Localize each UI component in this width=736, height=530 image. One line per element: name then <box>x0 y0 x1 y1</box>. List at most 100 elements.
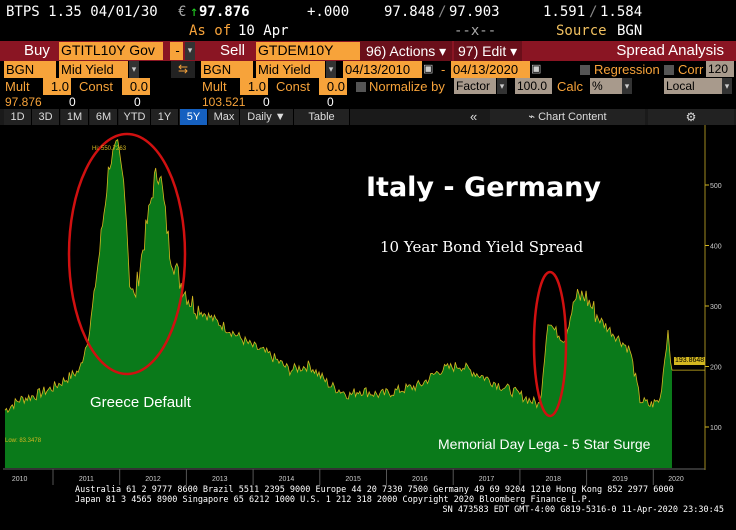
tab-1m[interactable]: 1M <box>61 109 89 125</box>
tab-ytd[interactable]: YTD <box>119 109 151 125</box>
leg2-mult-label: Mult <box>202 79 227 94</box>
leg1-value2: 0 <box>134 95 141 109</box>
y-tick-label: 400 <box>710 244 722 251</box>
x-tick-label: 2011 <box>79 476 94 483</box>
normalize-dropdown[interactable]: ▾ <box>497 78 507 94</box>
leg2-const-input[interactable]: 0.0 <box>319 78 347 95</box>
operator-select[interactable]: - <box>170 42 183 60</box>
corr-window-input[interactable]: 120 <box>706 61 734 77</box>
x-tick-label: 2020 <box>668 476 684 483</box>
tab-5y[interactable]: 5Y <box>180 109 208 125</box>
chart-content-label: Chart Content <box>538 111 607 123</box>
factor-input[interactable]: 100.0 <box>515 78 552 94</box>
leg1-mult-label: Mult <box>5 79 30 94</box>
low-label: Low: 83.3478 <box>5 438 42 444</box>
collapse-button[interactable]: « <box>470 109 478 124</box>
leg2-source[interactable]: BGN <box>201 61 253 78</box>
sell-security-input[interactable]: GTDEM10Y Gov <box>256 42 360 60</box>
currency-dropdown[interactable]: ▾ <box>722 78 732 94</box>
spread-area <box>4 139 672 468</box>
corr-checkbox[interactable] <box>664 65 674 75</box>
normalize-label: Normalize by <box>369 79 445 94</box>
x-tick-label: 2019 <box>612 476 628 483</box>
high-label: Hi: 550.7263 <box>92 146 127 152</box>
tab-max[interactable]: Max <box>209 109 240 125</box>
chart-title: Italy - Germany <box>366 172 601 203</box>
date-dash: - <box>441 62 446 77</box>
tab-3d[interactable]: 3D <box>32 109 60 125</box>
sell-label: Sell <box>220 42 246 59</box>
x-tick-label: 2016 <box>412 476 428 483</box>
y-tick-label: 500 <box>710 183 722 190</box>
calc-label: Calc <box>557 79 584 94</box>
buy-security-input[interactable]: GTITL10Y Gov <box>59 42 163 60</box>
normalize-by-select[interactable]: Factor <box>454 78 496 94</box>
calendar-icon[interactable]: ▣ <box>423 63 434 75</box>
x-tick-label: 2014 <box>279 476 295 483</box>
x-tick-label: 2017 <box>479 476 495 483</box>
annotation-greece: Greece Default <box>90 394 191 411</box>
chart-subtitle: 10 Year Bond Yield Spread <box>380 238 584 256</box>
as-of-label: As of <box>189 23 232 39</box>
x-tick-label: 2010 <box>12 476 28 483</box>
tab-daily[interactable]: Daily ▼ <box>240 109 294 125</box>
footer-contacts-2: Japan 81 3 4565 8900 Singapore 65 6212 1… <box>75 495 592 505</box>
tab-1d[interactable]: 1D <box>4 109 32 125</box>
ask-yield: 1.584 <box>600 4 643 20</box>
calc-select[interactable]: % <box>590 78 622 94</box>
y-tick-label: 100 <box>710 425 722 432</box>
regression-checkbox[interactable] <box>580 65 590 75</box>
annotation-lega: Memorial Day Lega - 5 Star Surge <box>438 436 651 452</box>
last-value-label: 193.8648 <box>674 357 706 365</box>
as-of-date: 10 Apr <box>238 23 289 39</box>
calc-dropdown[interactable]: ▾ <box>622 78 632 94</box>
footer-contacts-1: Australia 61 2 9777 8600 Brazil 5511 239… <box>75 485 674 495</box>
swap-icon[interactable]: ⇆ <box>171 61 195 78</box>
ask-price: 97.903 <box>449 4 500 20</box>
price-change: +.000 <box>307 4 350 20</box>
greece-ellipse <box>67 132 187 376</box>
spread-chart: 100 200 300 400 500 2010 2011 2012 2013 2014 2015 2… <box>3 125 722 485</box>
leg2-value2: 0 <box>327 95 334 109</box>
source-label: Source <box>556 23 607 39</box>
x-tick-label: 2012 <box>145 476 161 483</box>
leg1-field-dropdown[interactable]: ▾ <box>129 61 139 78</box>
calendar-icon[interactable]: ▣ <box>531 63 542 75</box>
leg2-field[interactable]: Mid Yield To <box>256 61 325 78</box>
spread-line <box>4 138 673 414</box>
actions-menu[interactable]: 96) Actions ▾ <box>360 41 452 61</box>
corr-label: Corr <box>678 62 704 77</box>
tab-6m[interactable]: 6M <box>90 109 118 125</box>
gear-icon[interactable]: ⚙ <box>648 109 734 125</box>
lega-ellipse <box>532 270 568 418</box>
operator-dropdown[interactable]: ▾ <box>185 42 195 60</box>
leg1-mult-input[interactable]: 1.0 <box>43 78 71 95</box>
leg2-mult-input[interactable]: 1.0 <box>240 78 268 95</box>
currency-select[interactable]: Local CCY <box>664 78 722 94</box>
leg1-field[interactable]: Mid Yield To <box>59 61 128 78</box>
y-tick-label: 300 <box>710 304 722 311</box>
end-date-input[interactable]: 04/13/2020 <box>451 61 530 78</box>
tab-table[interactable]: Table <box>294 109 350 125</box>
leg2-value1: 0 <box>263 95 270 109</box>
leg1-const-input[interactable]: 0.0 <box>122 78 150 95</box>
last-price: 97.876 <box>199 4 250 20</box>
separator: / <box>438 4 447 20</box>
bid-price: 97.848 <box>384 4 435 20</box>
y-tick-label: 200 <box>710 365 722 372</box>
edit-menu[interactable]: 97) Edit ▾ <box>454 41 522 61</box>
chart-icon: ⌁ <box>528 111 539 123</box>
leg2-field-dropdown[interactable]: ▾ <box>326 61 336 78</box>
start-date-input[interactable]: 04/13/2010 <box>343 61 422 78</box>
leg1-value1: 0 <box>69 95 76 109</box>
leg2-last: 103.521 <box>202 95 246 109</box>
normalize-checkbox[interactable] <box>356 82 366 92</box>
page-title: Spread Analysis <box>616 42 724 59</box>
leg1-last: 97.876 <box>5 95 42 109</box>
chart-content-button[interactable]: ⌁ Chart Content <box>490 109 645 125</box>
security-ticker: BTPS 1.35 04/01/30 <box>6 4 158 20</box>
leg2-const-label: Const <box>276 79 310 94</box>
leg1-source[interactable]: BGN <box>4 61 56 78</box>
up-arrow-icon: ↑ <box>190 4 199 20</box>
tab-1y[interactable]: 1Y <box>151 109 179 125</box>
